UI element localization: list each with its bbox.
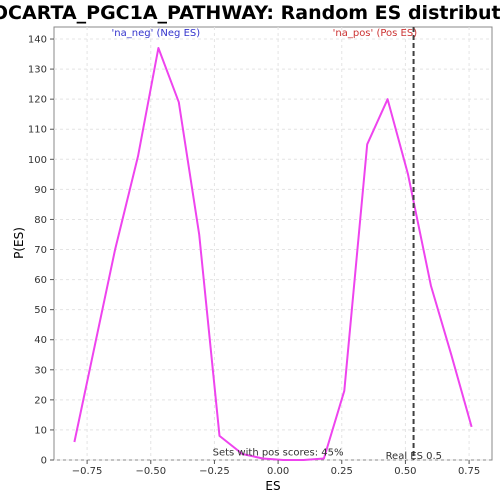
real-es-marker: Real ES 0.5	[386, 27, 442, 462]
y-tick-label: 120	[28, 95, 47, 106]
x-axis-label: ES	[265, 479, 280, 493]
x-tick-label: 0.75	[458, 466, 480, 477]
x-tick-label: 0.00	[267, 466, 289, 477]
plot-frame	[53, 26, 493, 461]
real-es-label: Real ES 0.5	[386, 451, 442, 462]
annotation-label: 'na_neg' (Neg ES)	[112, 28, 201, 39]
plot-area: Real ES 0.5 'na_neg' (Neg ES) 'na_pos' (P…	[53, 26, 493, 462]
y-axis: 0 10 20 30 40 50 60 70 80 90 100 110 120 130 140	[28, 35, 54, 467]
series-lines	[73, 47, 473, 461]
x-tick-label: −0.50	[135, 466, 166, 477]
y-tick-label: 50	[34, 305, 47, 316]
x-tick-label: 0.50	[394, 466, 416, 477]
y-tick-label: 140	[28, 35, 47, 46]
y-tick-label: 60	[34, 275, 47, 286]
y-tick-label: 10	[34, 425, 47, 436]
y-tick-label: 70	[34, 245, 47, 256]
y-tick-label: 110	[28, 125, 47, 136]
x-axis: −0.75 −0.50 −0.25 0.00 0.25 0.50 0.75	[72, 460, 480, 477]
annotation-label: Sets with pos scores: 45%	[213, 447, 344, 458]
y-tick-label: 80	[34, 215, 47, 226]
annotations: 'na_neg' (Neg ES) 'na_pos' (Pos ES) Sets w…	[112, 28, 418, 458]
chart-title: BIOCARTA_PGC1A_PATHWAY: Random ES distri…	[0, 2, 500, 24]
grid-lines	[54, 27, 492, 461]
y-tick-label: 40	[34, 335, 47, 346]
y-tick-label: 90	[34, 185, 47, 196]
x-tick-label: −0.25	[199, 466, 230, 477]
y-axis-label: P(ES)	[12, 227, 26, 259]
y-tick-label: 20	[34, 395, 47, 406]
series-line	[73, 47, 473, 461]
y-tick-label: 30	[34, 365, 47, 376]
y-tick-label: 130	[28, 65, 47, 76]
x-tick-label: −0.75	[72, 466, 103, 477]
y-tick-label: 100	[28, 155, 47, 166]
x-tick-label: 0.25	[331, 466, 353, 477]
y-tick-label: 0	[41, 456, 47, 467]
annotation-label: 'na_pos' (Pos ES)	[333, 28, 418, 39]
